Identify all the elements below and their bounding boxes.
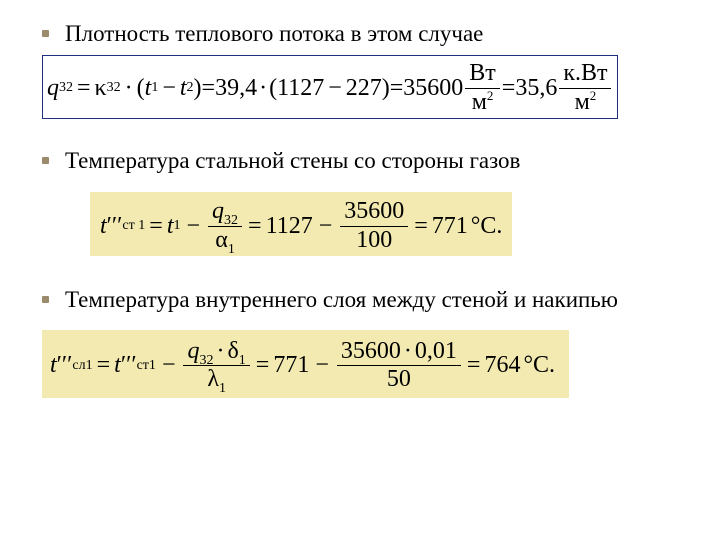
bullet-3-text: Температура внутреннего слоя между стено… [65,284,690,315]
equation-2: t′′′ст 1 = t1 − q32 α1 = 1127 − 35600 10… [100,198,502,254]
eq2-frac2: 35600 100 [340,198,408,254]
eq2-primes: ′′′ [107,213,123,240]
eq3-unit: °С. [523,352,555,379]
eq2-frac1-num: q32 [208,198,242,226]
eq1-unit1-den: м2 [468,89,498,117]
eq2-frac1-den: α1 [211,227,239,255]
equation-2-box: t′′′ст 1 = t1 − q32 α1 = 1127 − 35600 10… [90,192,512,256]
bullet-1-text: Плотность теплового потока в этом случае [65,18,690,49]
eq1-unit1-num: Вт [465,60,500,88]
eq1-unit2-den: м2 [571,89,601,117]
eq1-valt2: 227 [346,75,382,102]
eq2-valt1: 1127 [266,213,313,240]
eq1-unit2: к.Вт м2 [559,60,611,116]
eq1-eq2: = [202,75,216,102]
eq2-minus2: − [319,213,333,240]
eq3-result: 764 [484,352,520,379]
eq1-minus2: − [328,75,342,102]
bullet-marker-icon [42,157,49,164]
eq3-minus1: − [162,352,176,379]
eq2-valalpha: 100 [352,227,396,255]
eq1-kappa: κ [95,75,107,102]
eq3-eq1: = [97,352,111,379]
equation-1: q32 = κ32 · ( t1 − t2 ) = 39,4 · ( 1127 … [47,60,613,116]
eq1-unit2-num: к.Вт [559,60,611,88]
eq2-frac1: q32 α1 [208,198,242,254]
eq1-popen2: ( [269,75,277,102]
eq3-frac1-den: λ1 [203,366,230,394]
bullet-marker-icon [42,296,49,303]
eq1-pclose2: ) [382,75,390,102]
eq2-eq3: = [414,213,428,240]
bullet-2-text: Температура стальной стены со стороны га… [65,145,690,176]
eq3-frac1: q32·δ1 λ1 [183,338,249,394]
eq3-vallambda: 50 [383,366,415,394]
eq1-eq4: = [502,75,516,102]
eq1-valk: 39,4 [215,75,257,102]
eq2-t1: t [167,213,174,240]
eq3-primes: ′′′ [57,352,73,379]
eq1-dot2: · [259,75,267,102]
eq2-t: t [100,213,107,240]
eq1-q: q [47,75,59,102]
eq1-t1: t [145,75,152,102]
eq2-result: 771 [432,213,468,240]
eq3-eq3: = [467,352,481,379]
eq1-t2: t [180,75,187,102]
eq3-frac2: 35600·0,01 50 [337,338,461,394]
eq1-pclose: ) [194,75,202,102]
equation-1-box: q32 = κ32 · ( t1 − t2 ) = 39,4 · ( 1127 … [42,55,618,119]
bullet-2: Температура стальной стены со стороны га… [42,145,690,176]
eq3-t: t [50,352,57,379]
eq2-unit: °С. [471,213,503,240]
eq1-res2: 35,6 [515,75,557,102]
eq3-valt: 771 [273,352,309,379]
equation-3-box: t′′′сл1 = t′′′ст1 − q32·δ1 λ1 = 771 − 35… [42,330,569,398]
eq1-minus1: − [162,75,176,102]
eq1-popen: ( [137,75,145,102]
eq3-frac1-num: q32·δ1 [183,338,249,366]
bullet-1: Плотность теплового потока в этом случае [42,18,690,49]
eq2-eq2: = [248,213,262,240]
eq3-rprimes: ′′′ [121,352,137,379]
slide: Плотность теплового потока в этом случае… [0,0,720,540]
eq3-frac2-num: 35600·0,01 [337,338,461,366]
eq1-eq3: = [390,75,404,102]
equation-3: t′′′сл1 = t′′′ст1 − q32·δ1 λ1 = 771 − 35… [50,338,555,394]
eq3-minus2: − [315,352,329,379]
bullet-marker-icon [42,30,49,37]
eq1-res1: 35600 [403,75,463,102]
eq2-valq: 35600 [340,198,408,226]
eq1-dot1: · [125,75,133,102]
eq1-valt1: 1127 [277,75,324,102]
eq2-eq1: = [149,213,163,240]
eq1-unit1: Вт м2 [465,60,500,116]
eq3-rt: t [114,352,121,379]
eq2-minus1: − [186,213,200,240]
eq1-eq1: = [77,75,91,102]
eq3-eq2: = [256,352,270,379]
bullet-3: Температура внутреннего слоя между стено… [42,284,690,315]
